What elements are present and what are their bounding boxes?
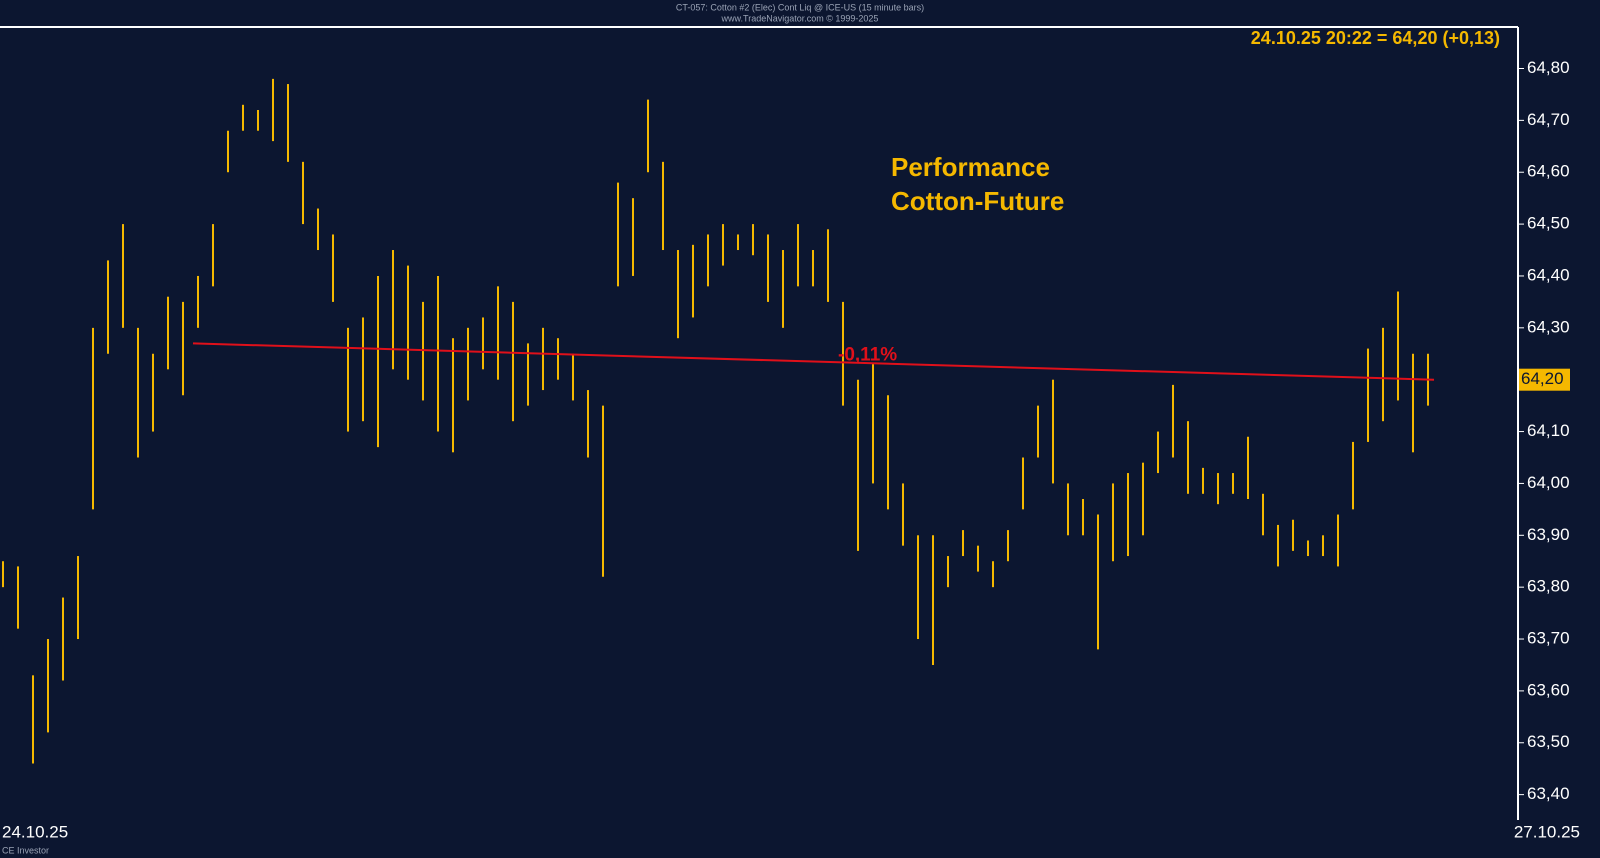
y-tick-label: 64,70 [1527,110,1570,129]
y-tick-label: 63,50 [1527,732,1570,751]
y-tick-label: 64,10 [1527,421,1570,440]
footer-note: CE Investor [2,845,49,855]
y-tick-label: 63,40 [1527,784,1570,803]
chart-subtitle: www.TradeNavigator.com © 1999-2025 [721,13,879,23]
chart-title: CT-057: Cotton #2 (Elec) Cont Liq @ ICE-… [676,2,924,12]
y-tick-label: 64,60 [1527,162,1570,181]
y-tick-label: 63,60 [1527,680,1570,699]
annotation: Cotton-Future [891,186,1064,216]
last-price-label: 64,20 [1521,369,1564,388]
y-tick-label: 64,00 [1527,473,1570,492]
last-price-box [1519,368,1570,391]
x-tick-label: 24.10.25 [2,822,68,841]
trend-label: -0,11% [838,345,897,366]
y-tick-label: 64,40 [1527,265,1570,284]
x-tick-label: 27.10.25 [1514,822,1580,841]
y-tick-label: 63,80 [1527,577,1570,596]
annotation: Performance [891,152,1050,182]
y-tick-label: 64,80 [1527,58,1570,77]
trend-line [192,342,1435,381]
y-tick-label: 64,30 [1527,317,1570,336]
legend-text: 24.10.25 20:22 = 64,20 (+0,13) [1251,28,1500,48]
y-tick-label: 63,90 [1527,525,1570,544]
y-tick-label: 63,70 [1527,629,1570,648]
y-tick-label: 64,50 [1527,214,1570,233]
